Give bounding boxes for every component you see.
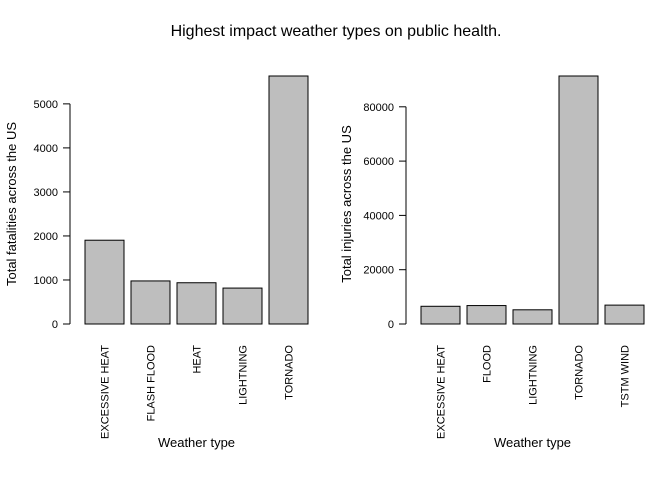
injuries-bar [604,304,645,325]
injuries-category-label: TORNADO [574,345,586,400]
fatalities-category-label: TORNADO [284,345,296,400]
fatalities-y-tick-label: 2000 [34,231,58,243]
fatalities-y-tick-label: 1000 [34,275,58,287]
injuries-y-tick-label: 60000 [363,156,394,168]
injuries-bar [466,305,507,325]
injuries-category-label: LIGHTNING [528,345,540,405]
fatalities-y-tick-label: 0 [52,319,58,331]
fatalities-bar [268,75,309,325]
fatalities-category-label: FLASH FLOOD [146,345,158,421]
injuries-bar [512,309,553,325]
fatalities-bar [222,287,263,325]
chart-title: Highest impact weather types on public h… [171,23,502,40]
injuries-category-label: TSTM WIND [620,345,632,407]
fatalities-bar [176,282,217,325]
fatalities-bar [84,239,125,325]
fatalities-category-label: EXCESSIVE HEAT [100,345,112,439]
fatalities-bar [130,280,171,325]
fatalities-y-tick-label: 4000 [34,143,58,155]
injuries-y-tick-label: 40000 [363,210,394,222]
injuries-y-tick-label: 0 [388,319,394,331]
injuries-y-axis-label: Total injuries across the US [339,125,354,283]
injuries-y-tick-label: 80000 [363,102,394,114]
fatalities-y-axis-label: Total fatalities across the US [4,122,19,286]
fatalities-category-label: HEAT [192,345,204,374]
fatalities-y-tick-label: 5000 [34,99,58,111]
injuries-x-axis-label: Weather type [494,435,571,450]
fatalities-y-tick-label: 3000 [34,187,58,199]
injuries-category-label: FLOOD [482,345,494,383]
injuries-chart: 0 20000 40000 60000 80000 EXCESSIVE HEAT FLOOD… [339,75,645,450]
injuries-category-label: EXCESSIVE HEAT [436,345,448,439]
injuries-bar [420,305,461,325]
fatalities-category-label: LIGHTNING [238,345,250,405]
injuries-bar [558,75,599,325]
fatalities-x-axis-label: Weather type [158,435,235,450]
injuries-y-tick-label: 20000 [363,265,394,277]
fatalities-chart: 0 1000 2000 3000 4000 5000 EXCESSIVE HEAT FLASH… [4,75,309,450]
